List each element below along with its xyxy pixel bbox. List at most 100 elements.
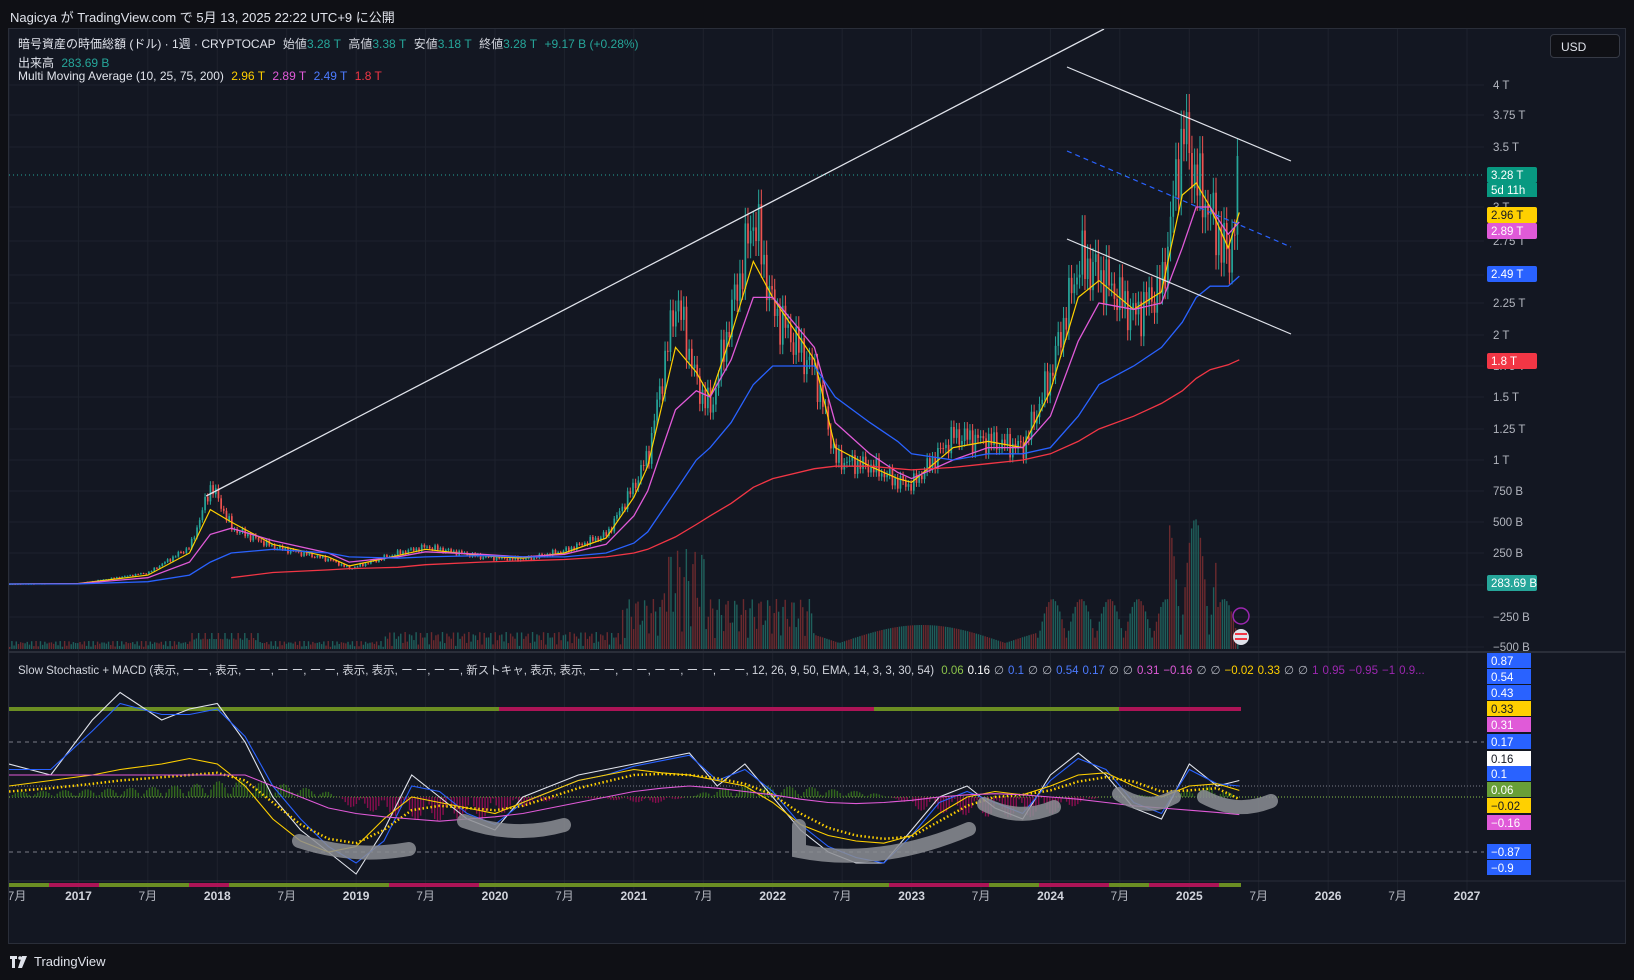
volume-bar [670,556,672,649]
candle-body [987,433,990,454]
volume-bar [474,635,477,649]
candle-body [707,387,709,409]
volume-bar [189,641,191,649]
volume-bar [595,632,597,649]
candle-body [1169,216,1172,247]
candle-body [169,559,172,562]
volume-bar [971,632,973,649]
volume-bar [1048,602,1050,649]
symbol-name[interactable]: 暗号資産の時価総額 (ドル) · 1週 · CRYPTOCAP [18,37,276,51]
candle-body [731,299,733,338]
indicator-tag-label: 0.06 [1491,785,1513,797]
tradingview-logo[interactable]: TradingView [10,954,106,969]
candle-body [313,557,316,559]
volume-bar [536,634,538,649]
macd-histogram-bar [182,793,184,797]
macd-histogram-bar [976,797,978,801]
candle-body [247,534,249,537]
candle-body [156,567,158,569]
macd-histogram-bar [632,797,634,802]
volume-label[interactable]: 出来高 [18,56,55,70]
macd-histogram-bar [1082,797,1085,799]
volume-bar [250,633,253,649]
volume-bar [285,643,288,649]
macd-histogram-bar [1026,797,1029,816]
volume-bar [309,644,312,649]
highlight-mark [792,819,976,863]
volume-bar [1037,637,1039,649]
candle-body [819,384,822,402]
chart-canvas[interactable]: 4 T3.75 T3.5 T3 T2.75 T2.5 T2.25 T2 T1.7… [9,29,1625,943]
volume-bar [982,635,984,649]
chart-frame[interactable]: 4 T3.75 T3.5 T3 T2.75 T2.5 T2.25 T2 T1.7… [8,28,1626,944]
macd-histogram-bar [489,797,492,804]
macd-histogram-bar [498,797,500,811]
volume-bar [239,638,242,649]
moving-average-line [9,206,1240,585]
volume-bar [103,642,105,649]
volume-bar [149,641,152,649]
macd-histogram-bar [769,786,771,797]
candle-body [701,389,704,404]
macd-histogram-bar [224,787,226,797]
candle-body [789,324,792,343]
volume-bar [520,632,523,649]
volume-bar [476,640,479,649]
candle-body [1116,298,1118,310]
mma-label[interactable]: Multi Moving Average (10, 25, 75, 200) [18,69,224,83]
volume-bar [57,645,59,649]
macd-histogram-bar [780,792,783,797]
volume-bar [1206,605,1208,649]
volume-bar [936,625,938,649]
volume-bar [727,600,729,649]
volume-bar [615,637,617,649]
volume-bar [947,627,949,649]
macd-histogram-bar [78,792,81,797]
candle-body [1100,270,1102,282]
indicator-value: 0.54 [1056,665,1079,677]
indicator-tag [1487,782,1531,797]
candle-body [993,432,995,445]
candle-body [1132,303,1134,310]
volume-bar [999,641,1002,649]
macd-histogram-bar [199,784,201,797]
volume-bar [1019,637,1021,649]
macd-histogram-bar [839,793,841,797]
candle-body [559,552,562,554]
currency-button[interactable]: USD [1550,34,1620,58]
volume-bar [320,644,323,649]
volume-bar [1056,605,1059,649]
volume-bar [705,629,707,649]
candle-body [573,547,576,550]
volume-bar [949,627,951,649]
macd-histogram-bar [48,792,50,797]
volume-bar [1028,635,1030,649]
volume-bar [771,633,773,649]
macd-histogram-bar [431,797,433,814]
macd-histogram-bar [1060,797,1062,803]
volume-bar [1217,606,1219,649]
candle-body [228,516,231,521]
x-tick-label: 7月 [277,889,296,903]
volume-bar [775,599,778,649]
volume-bar [1127,621,1129,649]
candle-body [912,473,915,491]
y-tick-label: 1.5 T [1493,392,1519,404]
volume-bar [437,634,439,649]
macd-histogram-bar [859,792,861,797]
volume-bar [1118,619,1120,649]
volume-bar [507,643,510,649]
volume-bar [391,645,393,649]
indicator-label[interactable]: Slow Stochastic + MACD (表示, ー ー, 表示, ー ー… [18,665,935,677]
macd-histogram-bar [118,796,120,797]
volume-bar [28,644,31,649]
volume-bar [701,554,703,649]
volume-bar [235,639,237,649]
volume-bar [270,641,272,649]
macd-histogram-bar [120,794,123,797]
trend-line-support [205,29,1105,497]
candle-body [1188,112,1191,154]
volume-bar [288,642,290,649]
macd-histogram-bar [503,797,506,813]
volume-bar [892,627,894,649]
